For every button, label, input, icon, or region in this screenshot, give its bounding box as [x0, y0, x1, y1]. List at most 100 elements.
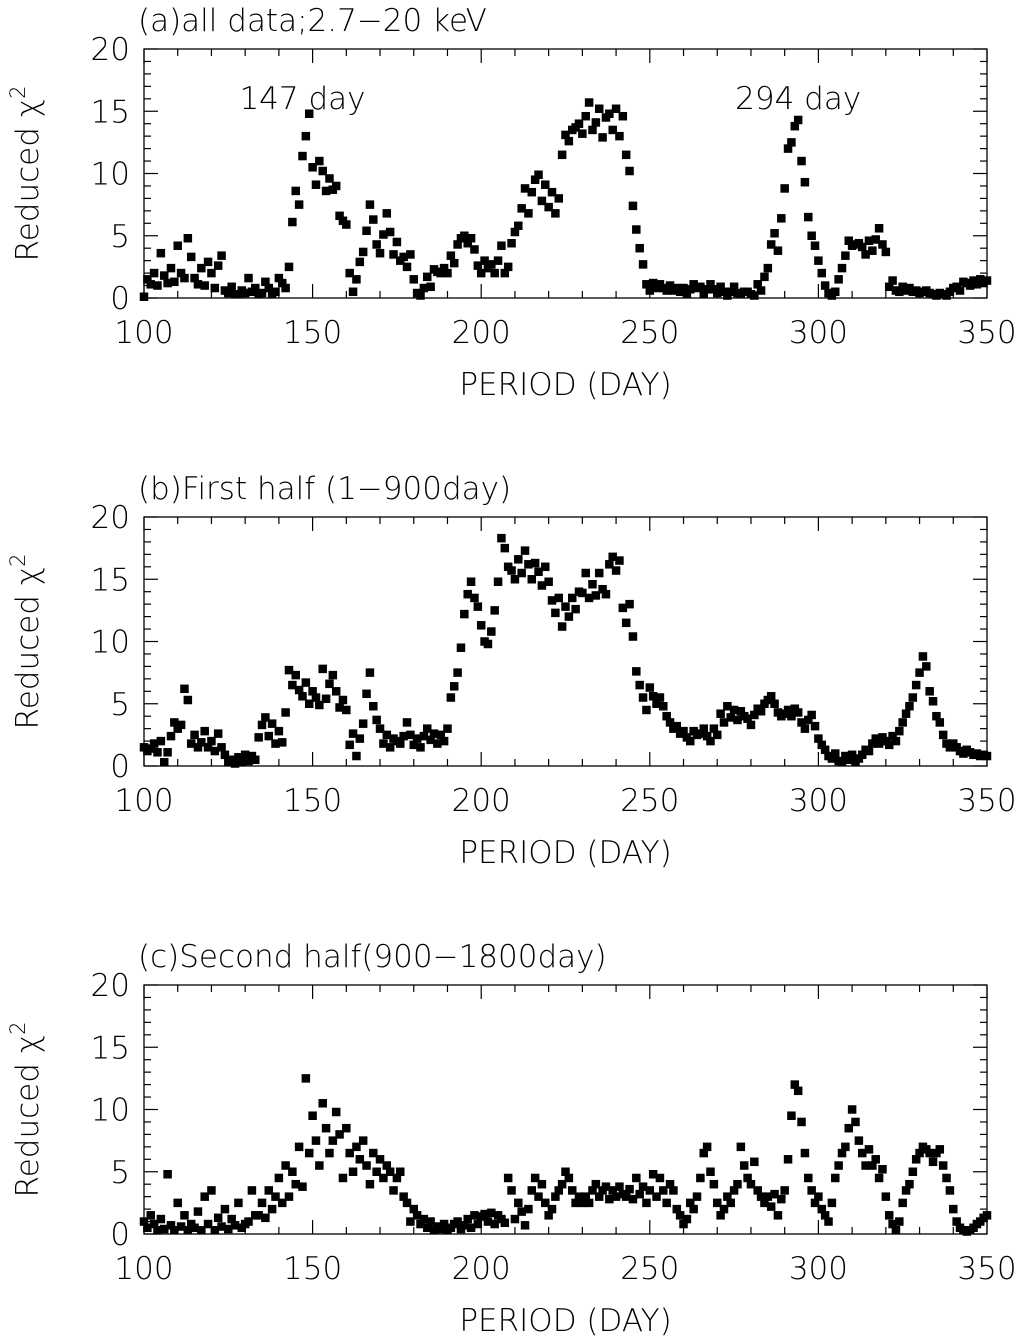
data-point [642, 280, 651, 289]
data-point [638, 693, 648, 702]
data-point [793, 115, 803, 125]
y-axis-title: Reduced χ2 [6, 1022, 46, 1198]
y-axis-title-superscript: 2 [6, 1022, 30, 1035]
data-point [409, 1204, 419, 1214]
data-point [608, 552, 617, 562]
data-point [449, 258, 459, 268]
data-point [621, 150, 631, 160]
data-point [847, 1105, 857, 1114]
x-tick-label: 150 [283, 315, 342, 351]
data-point [244, 756, 253, 766]
data-point [490, 268, 499, 278]
data-point [588, 1186, 597, 1195]
data-point [729, 1186, 739, 1195]
data-point [176, 720, 186, 730]
data-point [652, 699, 661, 708]
data-point [298, 1182, 307, 1191]
data-point [362, 1161, 371, 1170]
data-point [935, 1145, 945, 1154]
data-point [318, 664, 327, 674]
data-point [831, 287, 840, 297]
data-point [321, 694, 331, 704]
data-point [409, 740, 419, 750]
data-point [210, 746, 220, 756]
data-point [783, 144, 793, 153]
data-point [183, 1226, 193, 1235]
data-point [308, 687, 317, 696]
data-point [439, 263, 449, 273]
data-point [426, 282, 435, 292]
data-point [524, 209, 533, 218]
data-point [369, 1148, 378, 1158]
data-point [517, 568, 526, 578]
data-point [483, 1217, 493, 1226]
data-point [932, 711, 941, 721]
data-point [561, 130, 570, 140]
x-axis-title: PERIOD (DAY) [459, 367, 671, 403]
data-point [611, 104, 621, 114]
data-point [777, 214, 786, 223]
data-point [547, 1204, 557, 1214]
data-point [234, 1198, 243, 1208]
data-point [766, 240, 776, 249]
data-point [338, 695, 348, 705]
data-point [402, 1198, 412, 1208]
data-point [790, 1080, 800, 1089]
y-tick-label: 10 [91, 625, 130, 661]
data-point [419, 1214, 429, 1224]
data-point [669, 1186, 678, 1195]
data-point [271, 1192, 280, 1201]
data-point [480, 256, 489, 265]
data-point [638, 260, 648, 269]
data-point [483, 639, 493, 649]
data-point [476, 268, 486, 278]
plot-frame [143, 984, 988, 1235]
data-point [342, 705, 351, 715]
data-point [952, 1217, 961, 1226]
data-point [537, 1179, 547, 1189]
data-point [733, 715, 742, 725]
data-point [895, 1217, 904, 1226]
data-point [274, 726, 284, 736]
data-point [800, 1148, 810, 1158]
data-point [625, 1184, 634, 1194]
data-point [571, 1198, 580, 1208]
data-point [726, 1198, 735, 1208]
data-point [544, 202, 553, 212]
data-point [648, 278, 658, 288]
data-point [301, 678, 311, 687]
panel-title: (c)Second half(900−1800day) [138, 939, 607, 975]
data-point [514, 221, 523, 231]
data-point [588, 579, 597, 589]
data-point [564, 136, 574, 146]
data-point [251, 755, 260, 765]
data-point [170, 1226, 179, 1235]
data-point [551, 209, 560, 218]
data-point [487, 1208, 496, 1218]
data-point [648, 692, 658, 701]
data-point [557, 150, 567, 160]
x-tick-label: 350 [957, 783, 1016, 819]
data-point [159, 1224, 169, 1234]
data-point [261, 1213, 270, 1223]
data-point [632, 1173, 641, 1183]
data-point [480, 1209, 489, 1219]
data-point [750, 291, 759, 300]
data-point [251, 283, 260, 293]
data-point [800, 724, 810, 733]
data-point [264, 283, 274, 293]
plot-frame [143, 516, 988, 767]
data-point [773, 1211, 783, 1220]
data-point [814, 734, 823, 743]
data-point [898, 1198, 907, 1208]
data-point [659, 1186, 668, 1195]
data-point [342, 220, 351, 229]
data-point [210, 283, 220, 293]
data-point [918, 652, 928, 661]
data-point [534, 1192, 543, 1201]
data-point [173, 241, 182, 250]
data-point [230, 1221, 240, 1230]
data-point [203, 1219, 213, 1229]
data-point [547, 596, 557, 605]
